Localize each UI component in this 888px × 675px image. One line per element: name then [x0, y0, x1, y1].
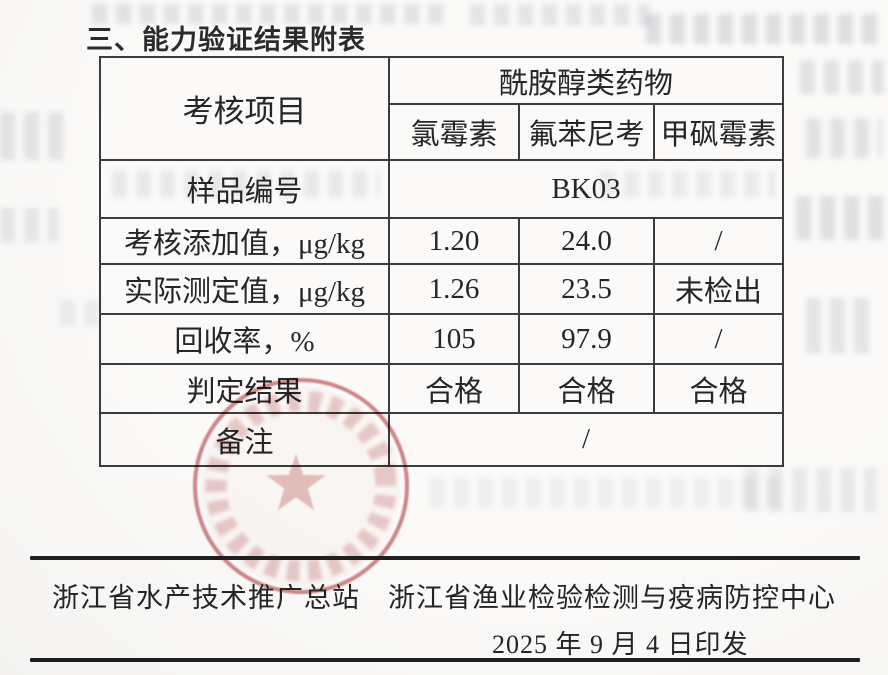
results-table: 考核项目 酰胺醇类药物 氯霉素 氟苯尼考 甲砜霉素 样品编号 BK03 考核添加… [99, 56, 784, 467]
row-label-cell: 备注 [99, 412, 390, 467]
value-cell: 1.20 [388, 217, 520, 265]
row-label-cell: 实际测定值，μg/kg [99, 263, 390, 315]
remarks-cell: / [388, 412, 784, 467]
value-cell: 1.26 [388, 263, 520, 315]
table-row: 实际测定值，μg/kg 1.26 23.5 未检出 [99, 263, 784, 315]
row-label-cell: 考核添加值，μg/kg [99, 217, 390, 265]
bleedthrough-artifact [0, 208, 58, 242]
table-row: 样品编号 BK03 [99, 159, 784, 219]
bleedthrough-artifact [0, 112, 64, 160]
bleedthrough-artifact [430, 478, 780, 508]
footer-issue-date: 2025 年 9 月 4 日印发 [492, 630, 749, 659]
bleedthrough-artifact [800, 60, 884, 94]
value-cell: 24.0 [518, 217, 655, 265]
row-label-cell: 样品编号 [99, 159, 390, 219]
value-cell: 97.9 [518, 313, 655, 365]
value-cell: 合格 [388, 363, 520, 414]
column-header-chloramphenicol: 氯霉素 [388, 103, 520, 161]
table-row: 回收率，% 105 97.9 / [99, 313, 784, 365]
bleedthrough-artifact [646, 14, 882, 44]
bleedthrough-artifact [470, 4, 650, 26]
section-title: 三、能力验证结果附表 [86, 25, 366, 55]
column-header-thiamphenicol: 甲砜霉素 [653, 103, 784, 161]
corner-header-cell: 考核项目 [99, 56, 390, 161]
bleedthrough-artifact [806, 118, 882, 158]
footer-issuers: 浙江省水产技术推广总站 浙江省渔业检验检测与疫病防控中心 [52, 583, 836, 613]
bleedthrough-artifact [796, 196, 884, 240]
sample-id-cell: BK03 [388, 159, 784, 219]
value-cell: 23.5 [518, 263, 655, 315]
drug-group-header-cell: 酰胺醇类药物 [388, 56, 784, 105]
value-cell: 合格 [653, 363, 784, 414]
value-cell: / [653, 313, 784, 365]
column-header-florfenicol: 氟苯尼考 [518, 103, 655, 161]
value-cell: / [653, 217, 784, 265]
table-row: 备注 / [99, 412, 784, 467]
footer-top-rule [30, 556, 860, 560]
row-label-cell: 判定结果 [99, 363, 390, 414]
table-row: 考核添加值，μg/kg 1.20 24.0 / [99, 217, 784, 265]
bleedthrough-artifact [60, 300, 100, 326]
value-cell: 合格 [518, 363, 655, 414]
footer-bottom-rule [30, 658, 860, 662]
row-label-cell: 回收率，% [99, 313, 390, 365]
table-row: 判定结果 合格 合格 合格 [99, 363, 784, 414]
value-cell: 未检出 [653, 263, 784, 315]
bleedthrough-artifact [744, 468, 876, 512]
value-cell: 105 [388, 313, 520, 365]
bleedthrough-artifact [806, 298, 878, 354]
